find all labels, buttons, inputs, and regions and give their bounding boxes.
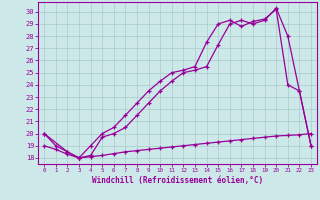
X-axis label: Windchill (Refroidissement éolien,°C): Windchill (Refroidissement éolien,°C) xyxy=(92,176,263,185)
